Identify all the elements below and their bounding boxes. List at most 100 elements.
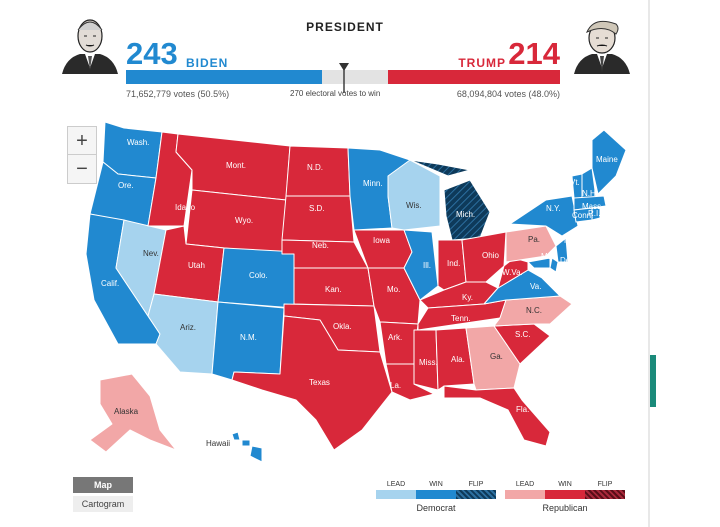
rep-electoral-count: 214 xyxy=(508,36,560,71)
state-new-york xyxy=(509,195,579,237)
label-west-virginia: W.Va. xyxy=(502,268,523,277)
label-oregon: Ore. xyxy=(118,181,134,190)
label-texas: Texas xyxy=(309,378,330,387)
state-maryland xyxy=(527,257,551,269)
label-louisiana: La. xyxy=(390,381,401,390)
state-michigan-upper xyxy=(409,159,471,177)
label-georgia: Ga. xyxy=(490,352,503,361)
legend-dem-lead-swatch xyxy=(376,490,416,499)
label-arizona: Ariz. xyxy=(180,323,196,332)
state-new-jersey xyxy=(555,237,569,263)
biden-portrait xyxy=(62,19,118,74)
label-mississippi: Miss. xyxy=(419,358,438,367)
label-utah: Utah xyxy=(188,261,205,270)
legend-rep-caption: Republican xyxy=(542,503,588,513)
label-maryland: Md. xyxy=(541,252,554,261)
label-michigan: Mich. xyxy=(456,210,475,219)
label-vermont: Vt. xyxy=(570,178,580,187)
label-alaska: Alaska xyxy=(114,407,139,416)
state-labels: Wash. Ore. Calif. Nev. Idaho Mont. Wyo. … xyxy=(101,138,618,448)
state-wisconsin xyxy=(387,159,441,231)
label-pennsylvania: Pa. xyxy=(528,235,540,244)
state-south-dakota xyxy=(281,195,355,243)
label-south-carolina: S.C. xyxy=(515,330,531,339)
label-new-york: N.Y. xyxy=(546,204,561,213)
label-nevada: Nev. xyxy=(143,249,159,258)
label-nebraska: Neb. xyxy=(312,241,329,250)
legend-rep-lead-label: LEAD xyxy=(515,481,535,488)
label-iowa: Iowa xyxy=(373,236,390,245)
legend-rep-flip-swatch xyxy=(585,490,625,499)
label-alabama: Ala. xyxy=(451,355,465,364)
state-maine xyxy=(591,129,627,195)
sidebar-edge xyxy=(648,0,650,527)
electoral-votes-to-win: 270 electoral votes to win xyxy=(290,89,381,98)
label-hawaii: Hawaii xyxy=(206,439,230,448)
dem-electoral-bar xyxy=(126,70,322,84)
label-california: Calif. xyxy=(101,279,119,288)
label-idaho: Idaho xyxy=(175,203,196,212)
label-maine: Maine xyxy=(596,155,618,164)
legend-rep-win-label: WIN xyxy=(558,481,572,488)
label-delaware: Del. xyxy=(560,256,574,265)
legend-rep-flip-label: FLIP xyxy=(597,481,613,488)
label-new-hampshire: N.H. xyxy=(582,189,598,198)
legend-dem-lead-label: LEAD xyxy=(386,481,406,488)
legend-rep-win-swatch xyxy=(545,490,585,499)
map-view-button[interactable]: Map xyxy=(73,477,133,493)
rep-candidate-name: TRUMP xyxy=(458,56,506,70)
label-new-jersey: N.J. xyxy=(564,236,578,245)
legend-dem-caption: Democrat xyxy=(416,503,456,513)
label-north-dakota: N.D. xyxy=(307,163,323,172)
label-minnesota: Minn. xyxy=(363,179,383,188)
legend-dem-flip-swatch xyxy=(456,490,496,499)
state-hawaii xyxy=(231,431,263,463)
label-kentucky: Ky. xyxy=(462,293,473,302)
state-arkansas xyxy=(379,321,419,365)
state-pennsylvania xyxy=(505,225,557,263)
label-south-dakota: S.D. xyxy=(309,204,325,213)
label-ohio: Ohio xyxy=(482,251,499,260)
sidebar-accent xyxy=(650,355,656,407)
race-title: PRESIDENT xyxy=(306,20,384,34)
label-kansas: Kan. xyxy=(325,285,341,294)
legend-rep-lead-swatch xyxy=(505,490,545,499)
trump-portrait xyxy=(574,20,630,74)
label-washington: Wash. xyxy=(127,138,149,147)
label-missouri: Mo. xyxy=(387,285,400,294)
win-threshold-marker xyxy=(339,63,349,93)
rep-popular-votes: 68,094,804 votes (48.0%) xyxy=(456,89,560,99)
label-massachusetts: Mass. xyxy=(582,202,603,211)
state-rhode-island xyxy=(591,207,601,221)
label-virginia: Va. xyxy=(530,282,541,291)
dem-candidate-name: BIDEN xyxy=(186,56,229,70)
label-arkansas: Ark. xyxy=(388,333,402,342)
cartogram-view-button[interactable]: Cartogram xyxy=(73,496,133,512)
dem-electoral-count: 243 xyxy=(126,36,178,71)
state-delaware xyxy=(549,257,559,273)
label-montana: Mont. xyxy=(226,161,246,170)
label-colorado: Colo. xyxy=(249,271,268,280)
legend-dem-win-label: WIN xyxy=(429,481,443,488)
label-tennessee: Tenn. xyxy=(451,314,471,323)
state-alabama xyxy=(435,327,475,391)
label-wisconsin: Wis. xyxy=(406,201,422,210)
state-florida xyxy=(443,385,551,447)
legend-dem-flip-label: FLIP xyxy=(468,481,484,488)
state-alaska xyxy=(89,373,177,453)
label-indiana: Ind. xyxy=(447,259,460,268)
label-wyoming: Wyo. xyxy=(235,216,253,225)
legend-dem-win-swatch xyxy=(416,490,456,499)
label-new-mexico: N.M. xyxy=(240,333,257,342)
label-rhode-island: R.I. xyxy=(588,209,600,218)
dem-popular-votes: 71,652,779 votes (50.5%) xyxy=(126,89,230,99)
zoom-out-button[interactable]: − xyxy=(67,154,97,184)
label-oklahoma: Okla. xyxy=(333,322,352,331)
state-massachusetts xyxy=(573,195,607,211)
label-illinois: Ill. xyxy=(423,261,431,270)
label-florida: Fla. xyxy=(516,405,529,414)
label-north-carolina: N.C. xyxy=(526,306,542,315)
label-connecticut: Conn. xyxy=(572,211,593,220)
rep-electoral-bar xyxy=(388,70,560,84)
